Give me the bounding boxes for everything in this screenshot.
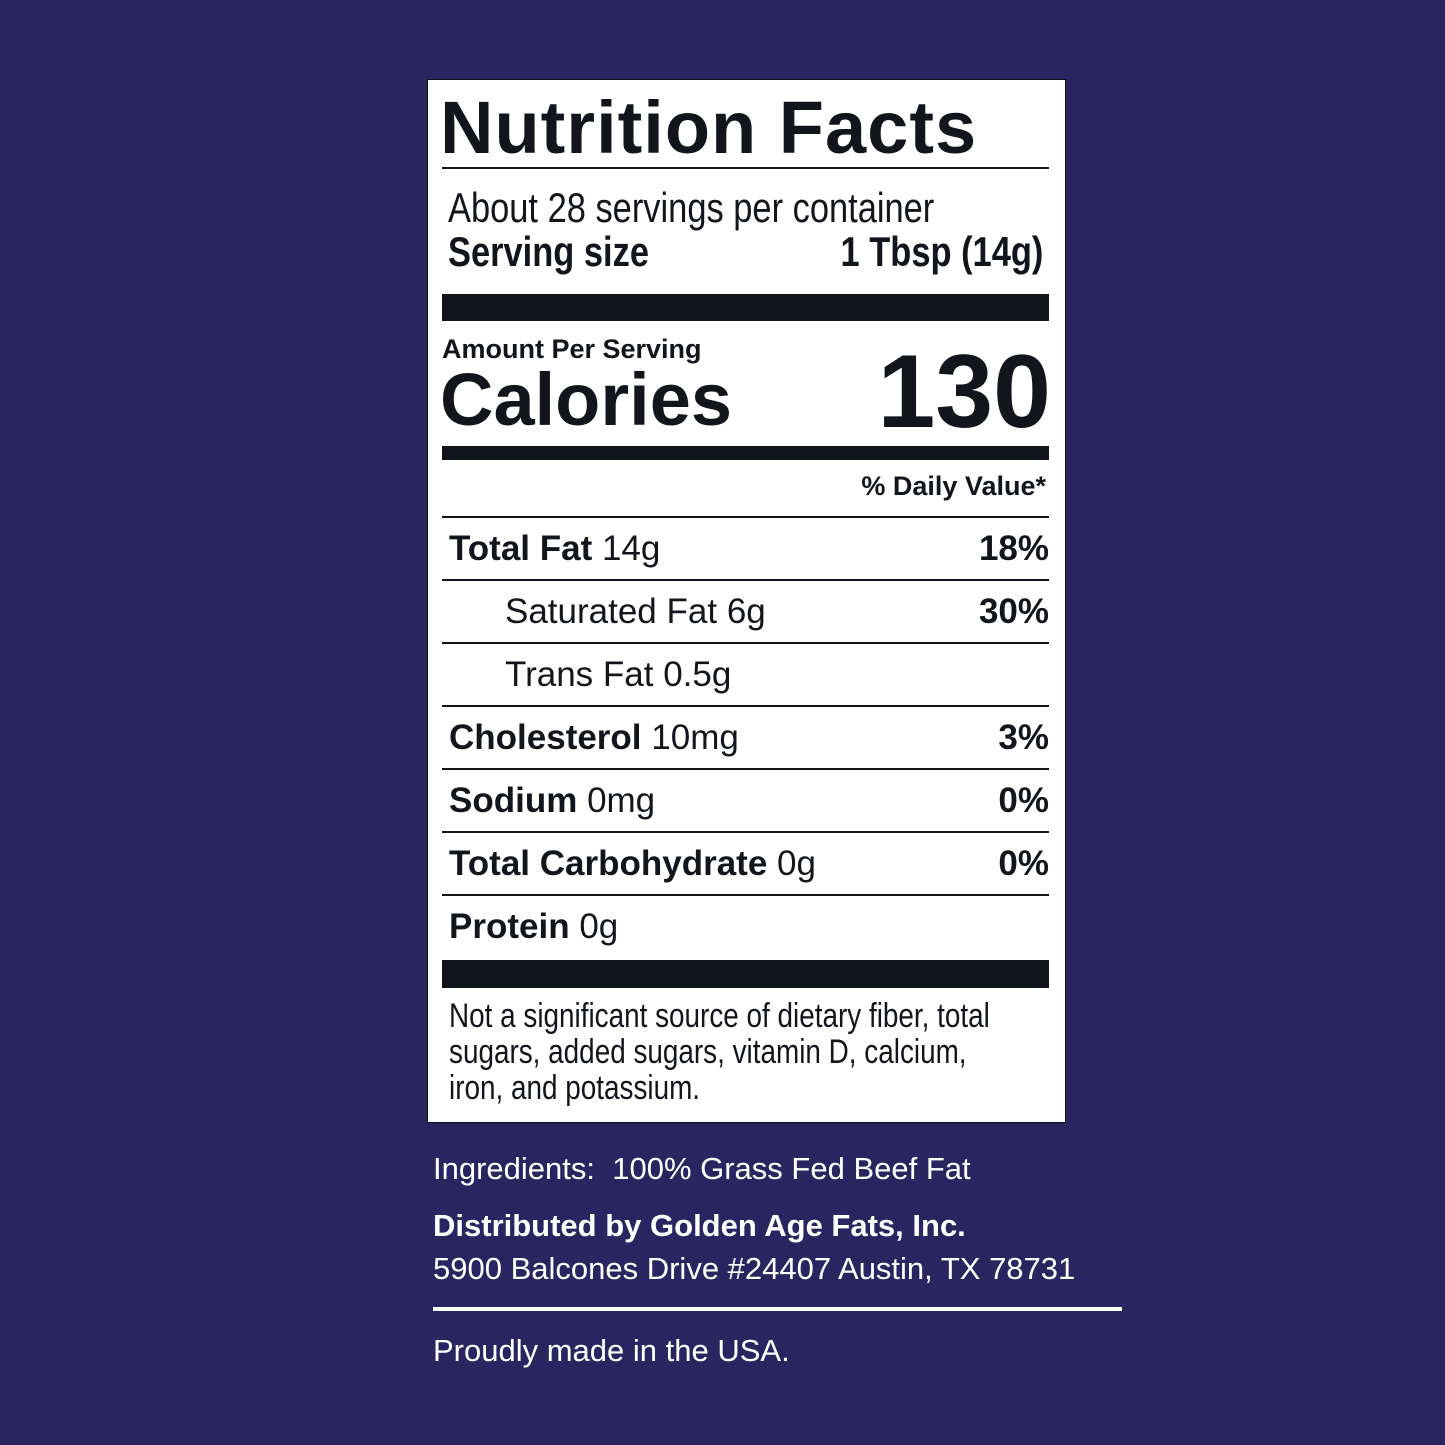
origin-statement: Proudly made in the USA. (433, 1333, 790, 1368)
nutrient-name: Total Fat (449, 529, 593, 568)
nutrient-daily-value: 3% (998, 718, 1049, 757)
nutrient-name: Cholesterol (449, 718, 642, 757)
nutrient-row: Cholesterol 10mg 3% (442, 707, 1049, 769)
nutrient-name: Protein (449, 907, 570, 946)
nutrient-name-and-amount: Trans Fat 0.5g (505, 644, 731, 706)
white-divider (433, 1307, 1122, 1311)
divider (442, 705, 1049, 707)
divider (442, 167, 1049, 169)
divider (442, 642, 1049, 644)
nutrient-amount: 0g (579, 907, 619, 946)
nutrient-row: Total Fat 14g 18% (442, 518, 1049, 580)
nutrient-amount: 10mg (651, 718, 739, 757)
divider (442, 831, 1049, 833)
distributor: Distributed by Golden Age Fats, Inc. (433, 1208, 966, 1243)
nutrient-name-and-amount: Sodium 0mg (449, 770, 655, 832)
thick-divider (442, 446, 1049, 460)
nutrient-daily-value: 30% (978, 592, 1049, 631)
label-title: Nutrition Facts (440, 86, 978, 169)
nutrient-row: Total Carbohydrate 0g 0% (442, 833, 1049, 895)
nutrient-amount: 0.5g (663, 655, 732, 694)
nutrient-name-and-amount: Cholesterol 10mg (449, 707, 739, 769)
calories-value: 130 (877, 334, 1051, 450)
nutrient-daily-value: 18% (978, 529, 1049, 568)
footnote: Not a significant source of dietary fibe… (449, 997, 990, 1107)
thick-divider (442, 960, 1049, 988)
divider (442, 516, 1049, 518)
nutrient-row: Protein 0g (442, 896, 1049, 958)
nutrient-amount: 0mg (587, 781, 656, 820)
nutrient-name: Sodium (449, 781, 578, 820)
nutrient-row: Saturated Fat 6g 30% (442, 581, 1049, 643)
nutrient-name: Saturated Fat (505, 592, 718, 631)
ingredients: Ingredients: 100% Grass Fed Beef Fat (433, 1151, 971, 1186)
nutrient-amount: 14g (601, 529, 661, 568)
nutrient-row: Sodium 0mg 0% (442, 770, 1049, 832)
nutrient-name: Trans Fat (505, 655, 654, 694)
nutrient-daily-value: 0% (998, 781, 1049, 820)
nutrient-amount: 0g (777, 844, 816, 883)
serving-size-label: Serving size (448, 228, 649, 275)
nutrient-name-and-amount: Total Fat 14g (449, 518, 660, 580)
servings-per-container: About 28 servings per container (448, 184, 935, 231)
divider (442, 768, 1049, 770)
daily-value-header: % Daily Value* (861, 471, 1046, 501)
address: 5900 Balcones Drive #24407 Austin, TX 78… (433, 1251, 1076, 1286)
nutrient-name-and-amount: Saturated Fat 6g (505, 581, 766, 643)
divider (442, 894, 1049, 896)
nutrient-amount: 6g (726, 592, 766, 631)
nutrient-name-and-amount: Protein 0g (449, 896, 618, 958)
amount-per-serving: Amount Per Serving (442, 334, 702, 364)
nutrient-name: Total Carbohydrate (449, 844, 768, 883)
nutrient-row: Trans Fat 0.5g (442, 644, 1049, 706)
thick-divider (442, 294, 1049, 321)
nutrient-daily-value: 0% (998, 844, 1049, 883)
serving-size-value: 1 Tbsp (14g) (840, 228, 1043, 275)
calories-label: Calories (440, 358, 733, 441)
divider (442, 579, 1049, 581)
nutrition-facts-label (427, 79, 1066, 1123)
nutrient-name-and-amount: Total Carbohydrate 0g (449, 833, 816, 895)
